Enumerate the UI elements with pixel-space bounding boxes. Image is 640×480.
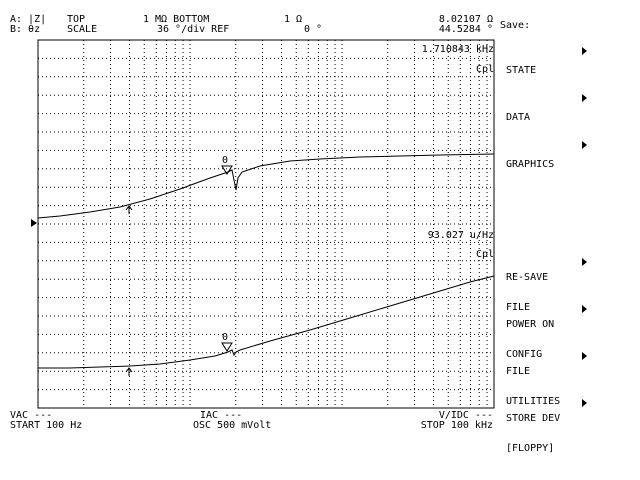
arrow-right-icon (582, 94, 587, 102)
softkey-label: RE-SAVE (506, 272, 549, 283)
trace-b-label: B: θz (10, 24, 41, 35)
arrow-right-icon (582, 141, 587, 149)
reference-pointer-icon (31, 219, 37, 227)
softkey-label-line2: UTILITIES (506, 396, 561, 407)
cursor-arrow-a-icon (125, 205, 133, 214)
softkey-state[interactable]: STATE (506, 46, 590, 96)
softkey-label-line2: FILE (506, 302, 531, 313)
plot-grid (38, 40, 494, 408)
marker-a-readout: 8.02107 Ω (438, 14, 493, 25)
marker-b-number: 0 (222, 332, 229, 343)
marker-b-icon (221, 342, 233, 352)
upper-mode-label: Cpl (475, 64, 494, 75)
softkey-store-dev[interactable]: STORE DEV [FLOPPY] (506, 394, 590, 474)
lower-marker-value: 93.027 u/Hz (427, 230, 494, 241)
softkey-label-line2: CONFIG (506, 349, 543, 360)
arrow-right-icon (582, 399, 587, 407)
vidc-status: V/IDC --- (438, 410, 493, 421)
marker-b-readout: 44.5284 ° (438, 24, 493, 35)
vac-status: VAC --- (10, 410, 53, 421)
ref-value: 0 ° (304, 24, 323, 35)
lower-mode-label: Cpl (475, 249, 494, 260)
softkey-label: FILE (506, 366, 531, 377)
menu-title: Save: (500, 20, 531, 31)
softkey-re-save-file[interactable]: RE-SAVE FILE (506, 253, 590, 333)
top-value: 1 MΩ BOTTOM (143, 14, 210, 25)
arrow-right-icon (582, 305, 587, 313)
arrow-right-icon (582, 258, 587, 266)
softkey-file-utilities[interactable]: FILE UTILITIES (506, 347, 590, 427)
softkey-label: STATE (506, 65, 537, 76)
plot-frame (37, 39, 495, 409)
softkey-data[interactable]: DATA (506, 93, 590, 143)
marker-a-icon (221, 165, 233, 175)
trace-b-line (38, 275, 495, 369)
arrow-right-icon (582, 352, 587, 360)
softkey-label: STORE DEV (506, 413, 561, 424)
upper-marker-frequency: 1.710843 kHz (421, 44, 494, 55)
softkey-label: DATA (506, 112, 531, 123)
cursor-arrow-b-icon (125, 367, 133, 376)
stop-frequency: STOP 100 kHz (420, 420, 493, 431)
softkey-label: POWER ON (506, 319, 555, 330)
softkey-label: GRAPHICS (506, 159, 555, 170)
scale-label: SCALE (67, 24, 98, 35)
oscillator-level: OSC 500 mVolt (193, 420, 272, 431)
scale-value: 36 °/div REF (157, 24, 230, 35)
top-label: TOP (67, 14, 86, 25)
start-frequency: START 100 Hz (10, 420, 83, 431)
softkey-power-on-config[interactable]: POWER ON CONFIG (506, 300, 590, 380)
softkey-label-line2: [FLOPPY] (506, 443, 555, 454)
softkey-graphics[interactable]: GRAPHICS (506, 140, 590, 190)
arrow-right-icon (582, 47, 587, 55)
marker-a-number: 0 (222, 155, 229, 166)
trace-a-line (37, 153, 495, 219)
iac-status: IAC --- (200, 410, 243, 421)
bottom-value: 1 Ω (284, 14, 303, 25)
trace-a-label: A: |Z| (10, 14, 47, 25)
